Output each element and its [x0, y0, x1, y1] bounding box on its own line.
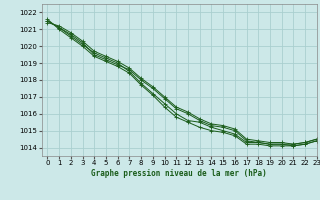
X-axis label: Graphe pression niveau de la mer (hPa): Graphe pression niveau de la mer (hPa): [91, 169, 267, 178]
